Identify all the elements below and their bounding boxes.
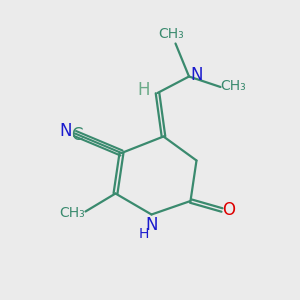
Text: CH₃: CH₃: [220, 79, 246, 92]
Text: H: H: [139, 227, 149, 242]
Text: N: N: [146, 216, 158, 234]
Text: N: N: [59, 122, 72, 140]
Text: O: O: [222, 201, 235, 219]
Text: H: H: [138, 81, 150, 99]
Text: C: C: [71, 126, 82, 144]
Text: CH₃: CH₃: [59, 206, 85, 220]
Text: N: N: [190, 66, 203, 84]
Text: CH₃: CH₃: [158, 28, 184, 41]
